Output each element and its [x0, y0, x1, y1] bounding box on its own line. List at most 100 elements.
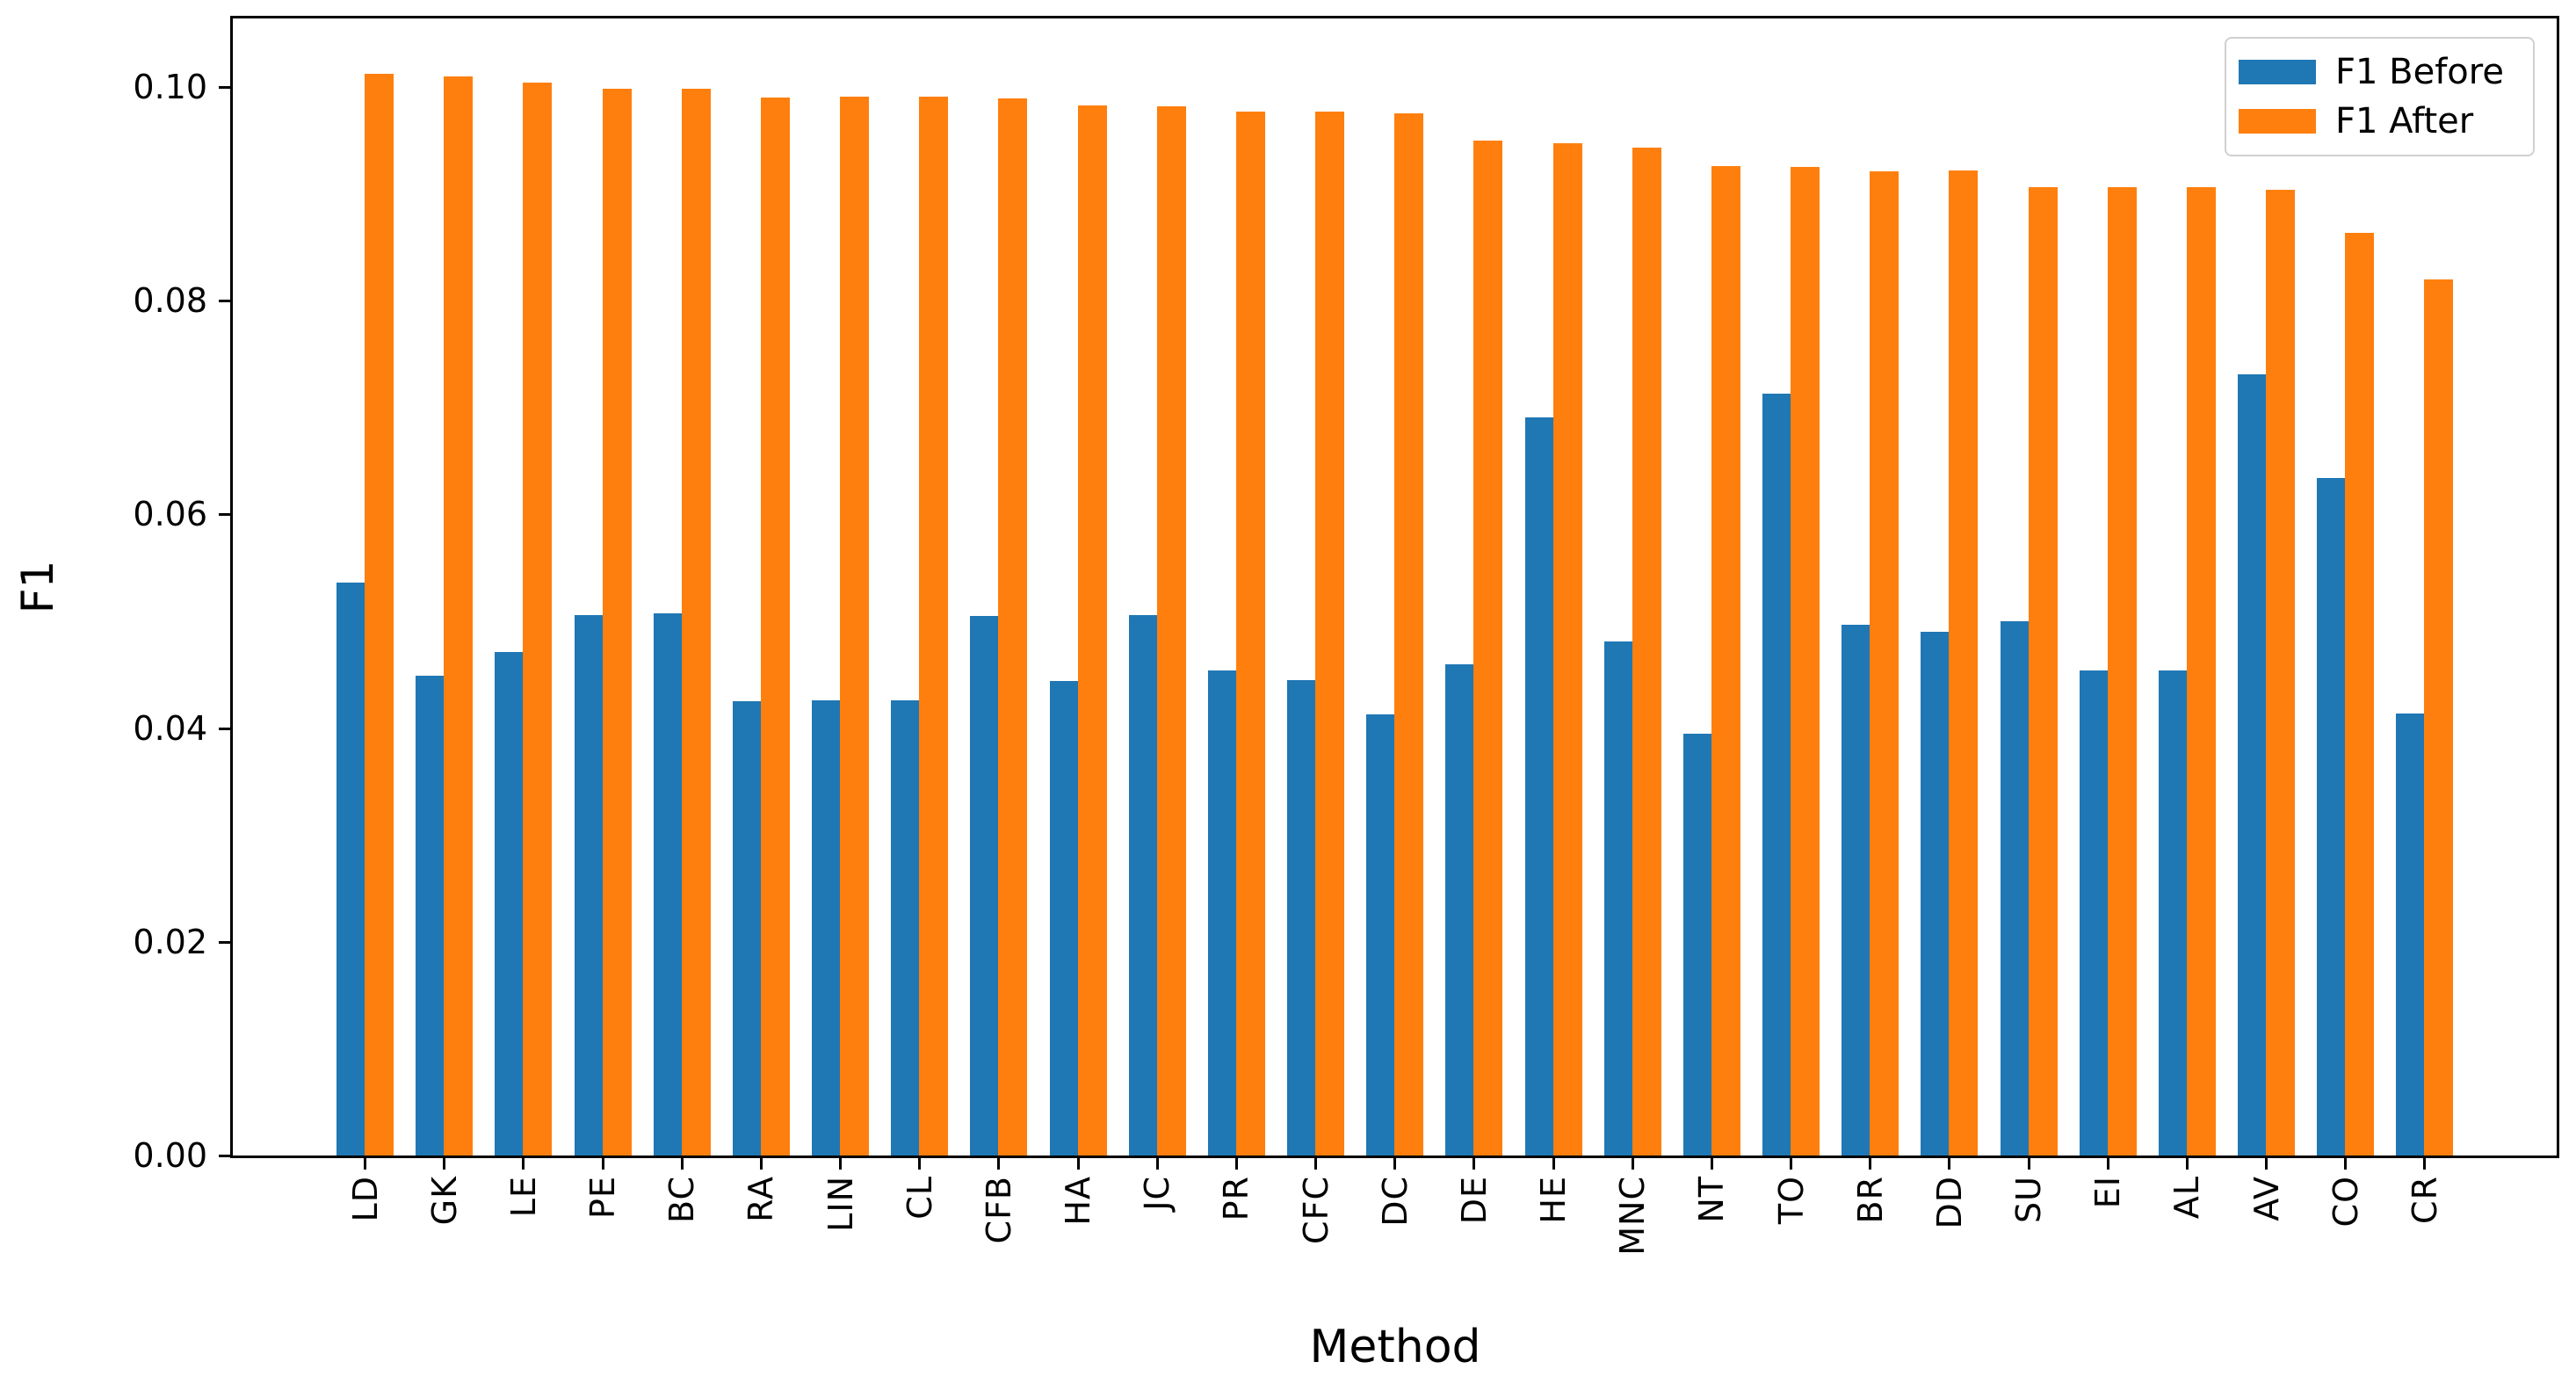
bar-f1-before-nt — [1682, 734, 1711, 1156]
bar-f1-before-pe — [574, 615, 603, 1156]
bar-f1-before-bc — [653, 613, 682, 1156]
legend-item-f1-before: F1 Before — [2239, 52, 2521, 92]
bar-f1-after-bc — [681, 89, 711, 1156]
x-axis-label: Method — [1309, 1321, 1481, 1373]
bar-f1-before-av — [2238, 374, 2267, 1156]
bar-f1-before-dc — [1366, 714, 1395, 1156]
x-tick-label-pr: PR — [1217, 1176, 1256, 1221]
x-tick-cl — [918, 1158, 922, 1170]
x-tick-label-gk: GK — [424, 1176, 464, 1226]
bar-f1-before-jc — [1128, 615, 1157, 1156]
legend: F1 Before F1 After — [2225, 37, 2535, 156]
x-tick-label-co: CO — [2326, 1176, 2365, 1228]
x-tick-de — [1473, 1158, 1476, 1170]
x-tick-label-al: AL — [2167, 1176, 2207, 1220]
bar-f1-after-mnc — [1632, 148, 1661, 1156]
x-tick-nt — [1710, 1158, 1713, 1170]
y-tick-label-0.04: 0.04 — [133, 709, 207, 748]
x-tick-cfb — [997, 1158, 1001, 1170]
bar-f1-after-dd — [1949, 170, 1979, 1156]
x-tick-ld — [364, 1158, 366, 1170]
bar-f1-before-ra — [732, 701, 761, 1156]
bar-f1-after-cl — [919, 97, 949, 1156]
bar-f1-before-pr — [1207, 670, 1236, 1156]
bar-f1-after-jc — [1156, 106, 1186, 1156]
x-tick-label-su: SU — [2009, 1176, 2049, 1223]
bar-f1-after-co — [2345, 233, 2375, 1156]
x-tick-label-dd: DD — [1929, 1176, 1969, 1229]
bar-f1-after-he — [1552, 143, 1582, 1156]
x-tick-dc — [1393, 1158, 1397, 1170]
x-tick-co — [2344, 1158, 2348, 1170]
bar-f1-after-ld — [365, 74, 394, 1156]
bar-f1-before-he — [1524, 417, 1553, 1156]
x-tick-label-cl: CL — [900, 1176, 939, 1220]
bar-f1-after-nt — [1711, 166, 1740, 1156]
x-tick-label-cr: CR — [2405, 1176, 2444, 1224]
y-tick-0.06 — [219, 512, 231, 516]
x-tick-le — [522, 1158, 525, 1170]
bar-f1-after-le — [523, 83, 553, 1156]
x-tick-dd — [1948, 1158, 1951, 1170]
legend-item-f1-after: F1 After — [2239, 101, 2521, 141]
bar-f1-after-su — [2028, 187, 2058, 1156]
x-tick-label-bc: BC — [662, 1176, 702, 1223]
bar-f1-before-cl — [891, 700, 920, 1156]
x-tick-label-to: TO — [1771, 1176, 1811, 1225]
legend-label-f1-before: F1 Before — [2335, 52, 2504, 92]
y-tick-0.04 — [219, 727, 231, 730]
bar-f1-before-dd — [1921, 632, 1950, 1156]
x-tick-av — [2265, 1158, 2268, 1170]
y-tick-label-0.08: 0.08 — [133, 281, 207, 320]
bar-f1-before-cfc — [1287, 680, 1316, 1156]
x-tick-label-ha: HA — [1059, 1176, 1098, 1226]
bar-f1-after-cfb — [998, 98, 1028, 1156]
bar-f1-after-ei — [2107, 187, 2137, 1156]
y-tick-label-0.10: 0.10 — [133, 68, 207, 106]
y-axis-label: F1 — [12, 560, 63, 614]
bar-f1-after-br — [1870, 171, 1899, 1156]
x-tick-label-cfc: CFC — [1296, 1176, 1335, 1244]
bar-f1-before-gk — [416, 676, 445, 1156]
bar-f1-after-ra — [760, 98, 790, 1156]
bar-f1-after-lin — [840, 97, 870, 1156]
x-tick-label-ld: LD — [345, 1176, 385, 1222]
x-tick-br — [1869, 1158, 1872, 1170]
x-tick-gk — [443, 1158, 446, 1170]
x-tick-ra — [759, 1158, 763, 1170]
x-tick-label-le: LE — [503, 1176, 543, 1218]
bar-f1-before-cr — [2396, 714, 2425, 1156]
y-tick-label-0.02: 0.02 — [133, 923, 207, 961]
x-tick-label-de: DE — [1454, 1176, 1494, 1225]
x-tick-label-lin: LIN — [821, 1176, 860, 1232]
x-tick-pr — [1234, 1158, 1238, 1170]
bar-f1-after-av — [2266, 190, 2296, 1156]
x-tick-lin — [839, 1158, 843, 1170]
x-tick-label-dc: DC — [1375, 1176, 1415, 1227]
bar-f1-before-lin — [812, 700, 841, 1156]
legend-swatch-f1-before-icon — [2239, 60, 2316, 84]
bar-f1-after-cr — [2424, 279, 2454, 1156]
legend-label-f1-after: F1 After — [2335, 101, 2474, 141]
x-tick-label-ei: EI — [2088, 1176, 2128, 1209]
bar-f1-before-ld — [336, 583, 365, 1156]
bar-f1-before-co — [2317, 478, 2346, 1156]
x-tick-label-nt: NT — [1692, 1176, 1732, 1223]
x-tick-label-ra: RA — [742, 1176, 781, 1222]
plot-area — [230, 16, 2559, 1158]
bar-f1-before-br — [1842, 625, 1870, 1156]
bar-f1-before-ha — [1049, 681, 1078, 1156]
bar-f1-after-dc — [1394, 113, 1424, 1156]
x-tick-ha — [1076, 1158, 1080, 1170]
x-tick-label-av: AV — [2247, 1176, 2286, 1221]
bar-f1-after-pe — [602, 89, 632, 1156]
x-tick-to — [1790, 1158, 1793, 1170]
x-tick-label-pe: PE — [583, 1176, 622, 1219]
bar-f1-after-ha — [1077, 105, 1107, 1156]
bar-f1-before-cfb — [970, 616, 999, 1156]
x-tick-cfc — [1314, 1158, 1318, 1170]
x-tick-label-jc: JC — [1138, 1176, 1177, 1211]
x-tick-bc — [680, 1158, 684, 1170]
x-tick-su — [2027, 1158, 2030, 1170]
